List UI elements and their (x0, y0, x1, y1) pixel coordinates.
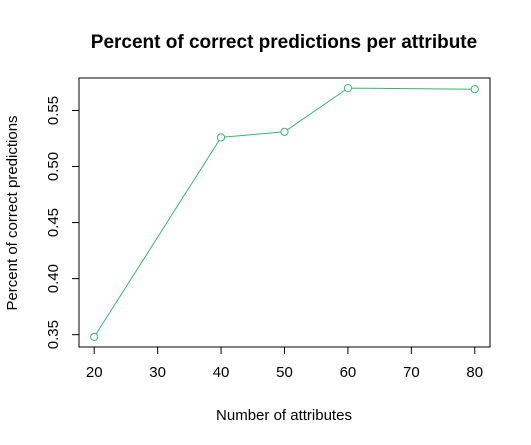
x-tick-label: 30 (149, 364, 166, 381)
y-tick-label: 0.55 (45, 96, 62, 125)
x-tick-label: 20 (86, 364, 103, 381)
y-axis: 0.35 0.40 0.45 0.50 0.55 (45, 96, 80, 349)
y-tick-label: 0.50 (45, 152, 62, 181)
series-line (93, 87, 475, 338)
x-axis-label: Number of attributes (216, 407, 352, 424)
data-point (90, 332, 99, 342)
x-tick-label: 80 (466, 364, 483, 381)
y-tick-label: 0.35 (45, 320, 62, 349)
chart-title: Percent of correct predictions per attri… (91, 32, 477, 53)
y-axis-label: Percent of correct predictions (4, 115, 21, 310)
data-point (470, 85, 479, 94)
x-tick-label: 70 (403, 364, 420, 381)
data-series (90, 83, 479, 342)
x-tick-label: 40 (213, 364, 230, 381)
data-point (216, 133, 226, 142)
x-tick-label: 50 (276, 364, 293, 381)
y-tick-label: 0.40 (45, 264, 62, 293)
plot-frame (78, 77, 491, 348)
y-tick-label: 0.45 (45, 208, 62, 237)
x-axis: 20 30 40 50 60 70 80 (86, 346, 483, 381)
data-point (280, 127, 289, 136)
x-tick-label: 60 (340, 364, 357, 381)
data-point (343, 83, 353, 93)
